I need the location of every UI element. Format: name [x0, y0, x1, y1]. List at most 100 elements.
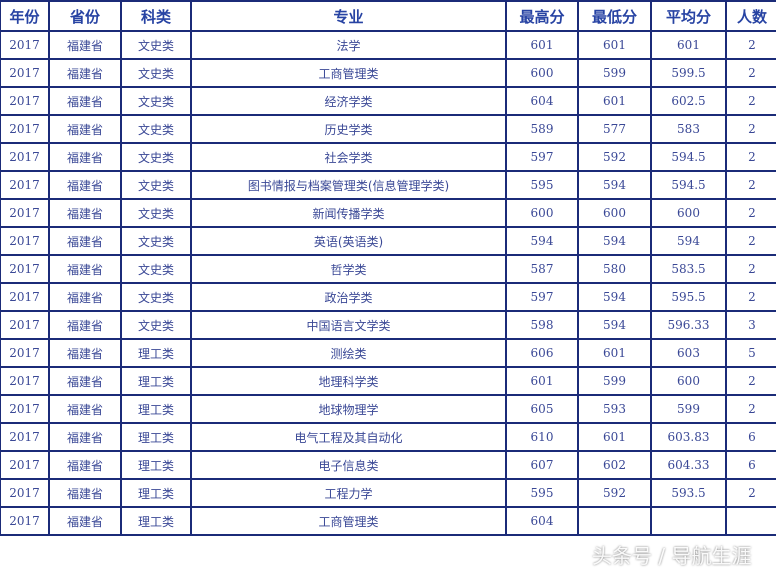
table-row: 2017 福建省 理工类 测绘类 606 601 603 5 — [0, 338, 776, 368]
table-row: 2017 福建省 文史类 图书情报与档案管理类(信息管理学类) 595 594 594.5 2 — [0, 170, 776, 200]
cell-avg-score: 594.5 — [650, 170, 727, 200]
cell-category: 文史类 — [120, 198, 192, 228]
cell-year: 2017 — [0, 338, 50, 368]
cell-min-score: 601 — [577, 30, 652, 60]
table-row: 2017 福建省 文史类 哲学类 587 580 583.5 2 — [0, 254, 776, 284]
cell-province: 福建省 — [48, 338, 122, 368]
cell-major: 测绘类 — [190, 338, 507, 368]
cell-province: 福建省 — [48, 254, 122, 284]
cell-avg-score: 601 — [650, 30, 727, 60]
cell-major: 政治学类 — [190, 282, 507, 312]
cell-count: 2 — [725, 30, 776, 60]
cell-year: 2017 — [0, 366, 50, 396]
table-row: 2017 福建省 文史类 社会学类 597 592 594.5 2 — [0, 142, 776, 172]
cell-avg-score: 583 — [650, 114, 727, 144]
cell-min-score — [577, 506, 652, 536]
table-row: 2017 福建省 理工类 地球物理学 605 593 599 2 — [0, 394, 776, 424]
cell-count: 2 — [725, 282, 776, 312]
table-row: 2017 福建省 理工类 地理科学类 601 599 600 2 — [0, 366, 776, 396]
watermark: 头条号 / 导航生涯 — [592, 544, 752, 568]
cell-avg-score: 600 — [650, 198, 727, 228]
cell-max-score: 604 — [505, 506, 579, 536]
cell-province: 福建省 — [48, 198, 122, 228]
cell-count: 2 — [725, 366, 776, 396]
cell-category: 文史类 — [120, 142, 192, 172]
cell-count: 2 — [725, 86, 776, 116]
cell-min-score: 599 — [577, 58, 652, 88]
cell-count: 6 — [725, 450, 776, 480]
cell-max-score: 610 — [505, 422, 579, 452]
cell-min-score: 601 — [577, 86, 652, 116]
cell-major: 电子信息类 — [190, 450, 507, 480]
cell-major: 英语(英语类) — [190, 226, 507, 256]
cell-max-score: 587 — [505, 254, 579, 284]
header-province: 省份 — [48, 0, 122, 32]
cell-max-score: 595 — [505, 170, 579, 200]
header-major: 专业 — [190, 0, 507, 32]
table-row: 2017 福建省 文史类 历史学类 589 577 583 2 — [0, 114, 776, 144]
cell-major: 图书情报与档案管理类(信息管理学类) — [190, 170, 507, 200]
cell-year: 2017 — [0, 30, 50, 60]
cell-count: 5 — [725, 338, 776, 368]
cell-avg-score: 600 — [650, 366, 727, 396]
table-row: 2017 福建省 文史类 经济学类 604 601 602.5 2 — [0, 86, 776, 116]
cell-count: 2 — [725, 254, 776, 284]
cell-year: 2017 — [0, 478, 50, 508]
cell-avg-score: 599 — [650, 394, 727, 424]
cell-province: 福建省 — [48, 86, 122, 116]
cell-avg-score: 594.5 — [650, 142, 727, 172]
cell-category: 理工类 — [120, 506, 192, 536]
cell-avg-score: 602.5 — [650, 86, 727, 116]
cell-category: 文史类 — [120, 310, 192, 340]
cell-category: 文史类 — [120, 282, 192, 312]
cell-max-score: 600 — [505, 58, 579, 88]
cell-major: 社会学类 — [190, 142, 507, 172]
header-row: 年份 省份 科类 专业 最高分 最低分 平均分 人数 — [0, 0, 776, 32]
cell-max-score: 594 — [505, 226, 579, 256]
table-row: 2017 福建省 理工类 电气工程及其自动化 610 601 603.83 6 — [0, 422, 776, 452]
table-row: 2017 福建省 文史类 英语(英语类) 594 594 594 2 — [0, 226, 776, 256]
cell-major: 电气工程及其自动化 — [190, 422, 507, 452]
cell-max-score: 589 — [505, 114, 579, 144]
cell-year: 2017 — [0, 114, 50, 144]
cell-count: 2 — [725, 198, 776, 228]
cell-min-score: 577 — [577, 114, 652, 144]
cell-province: 福建省 — [48, 450, 122, 480]
cell-avg-score: 603.83 — [650, 422, 727, 452]
cell-avg-score: 593.5 — [650, 478, 727, 508]
cell-count: 2 — [725, 394, 776, 424]
cell-avg-score: 604.33 — [650, 450, 727, 480]
cell-avg-score — [650, 506, 727, 536]
cell-year: 2017 — [0, 142, 50, 172]
cell-max-score: 604 — [505, 86, 579, 116]
cell-min-score: 594 — [577, 282, 652, 312]
cell-count: 3 — [725, 310, 776, 340]
cell-province: 福建省 — [48, 58, 122, 88]
cell-province: 福建省 — [48, 506, 122, 536]
table-row: 2017 福建省 文史类 政治学类 597 594 595.5 2 — [0, 282, 776, 312]
cell-category: 文史类 — [120, 30, 192, 60]
cell-major: 经济学类 — [190, 86, 507, 116]
cell-province: 福建省 — [48, 310, 122, 340]
cell-min-score: 594 — [577, 170, 652, 200]
cell-count: 2 — [725, 170, 776, 200]
table-row: 2017 福建省 文史类 新闻传播学类 600 600 600 2 — [0, 198, 776, 228]
cell-year: 2017 — [0, 450, 50, 480]
cell-min-score: 594 — [577, 226, 652, 256]
table-row: 2017 福建省 文史类 法学 601 601 601 2 — [0, 30, 776, 60]
cell-count: 2 — [725, 142, 776, 172]
cell-province: 福建省 — [48, 478, 122, 508]
cell-count: 2 — [725, 114, 776, 144]
cell-min-score: 580 — [577, 254, 652, 284]
cell-min-score: 601 — [577, 422, 652, 452]
cell-max-score: 605 — [505, 394, 579, 424]
cell-year: 2017 — [0, 254, 50, 284]
cell-major: 地理科学类 — [190, 366, 507, 396]
cell-max-score: 595 — [505, 478, 579, 508]
cell-count: 6 — [725, 422, 776, 452]
cell-category: 文史类 — [120, 86, 192, 116]
cell-major: 哲学类 — [190, 254, 507, 284]
table-row: 2017 福建省 文史类 中国语言文学类 598 594 596.33 3 — [0, 310, 776, 340]
cell-min-score: 593 — [577, 394, 652, 424]
cell-avg-score: 599.5 — [650, 58, 727, 88]
